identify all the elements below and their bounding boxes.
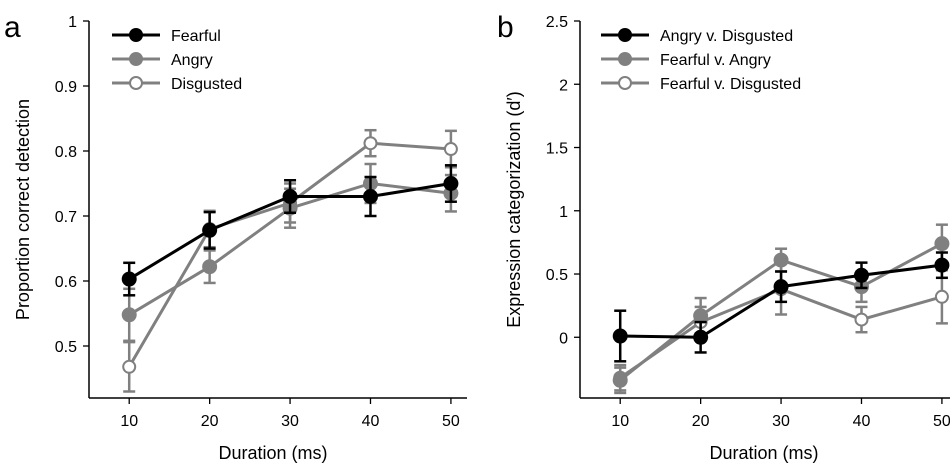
legend-marker [129, 52, 143, 66]
x-tick-label: 20 [201, 413, 219, 430]
y-tick-label: 1 [559, 204, 568, 221]
x-tick-label: 30 [281, 413, 299, 430]
legend-label: Angry v. Disgusted [660, 28, 793, 45]
legend-entry: Fearful [112, 28, 221, 45]
x-tick-label: 30 [772, 413, 790, 430]
legend-entry: Fearful v. Disgusted [601, 76, 801, 93]
legend-marker [129, 28, 143, 42]
data-point [934, 289, 949, 304]
data-point [773, 279, 789, 295]
data-point [202, 259, 218, 275]
x-tick-label: 20 [692, 413, 710, 430]
series-disgusted [122, 128, 458, 393]
data-point [934, 236, 950, 252]
y-axis-label: Proportion correct detection [13, 99, 33, 320]
y-tick-label: 2.5 [546, 14, 568, 31]
panel-letter: a [4, 11, 21, 44]
legend-marker [129, 76, 143, 90]
legend-marker [618, 76, 632, 90]
legend-label: Fearful v. Angry [660, 52, 771, 69]
data-point [282, 189, 298, 204]
data-point [362, 189, 378, 204]
data-point [693, 329, 709, 345]
x-tick-label: 50 [442, 413, 460, 430]
y-axis-label: Expression categorization (d′) [504, 91, 524, 328]
legend-entry: Disgusted [112, 76, 242, 93]
legend-label: Fearful v. Disgusted [660, 76, 801, 93]
legend-entry: Angry [112, 52, 213, 69]
x-tick-label: 10 [611, 413, 629, 430]
data-point [121, 271, 137, 287]
data-point [853, 267, 869, 283]
legend-label: Disgusted [171, 76, 242, 93]
legend-entry: Angry v. Disgusted [601, 28, 793, 45]
x-tick-label: 40 [853, 413, 871, 430]
y-tick-label: 0.5 [55, 339, 77, 356]
data-point [122, 359, 137, 374]
y-tick-label: 2 [559, 77, 568, 94]
data-point [854, 312, 869, 327]
legend-marker [618, 52, 632, 66]
series-fearful [121, 164, 459, 297]
x-tick-label: 10 [120, 413, 138, 430]
data-point [612, 328, 628, 344]
data-point [443, 142, 458, 157]
y-tick-label: 0.9 [55, 79, 77, 96]
y-tick-label: 1.5 [546, 141, 568, 158]
x-axis-label: Duration (ms) [709, 443, 818, 463]
panel-b: b 0 0.5 1 1.5 2 2.5 10 20 30 40 50 Duration (ms) Expr… [497, 11, 950, 463]
data-point [202, 222, 218, 238]
y-tick-label: 0.5 [546, 267, 568, 284]
y-tick-label: 0.6 [55, 274, 77, 291]
panel-a: a 0.5 0.6 0.7 0.8 0.9 1 10 20 30 40 50 Duration (ms)… [4, 11, 467, 463]
legend-label: Fearful [171, 28, 221, 45]
legend-marker [618, 28, 632, 42]
y-tick-label: 1 [68, 14, 77, 31]
legend-entry: Fearful v. Angry [601, 52, 771, 69]
y-tick-label: 0.8 [55, 144, 77, 161]
x-axis-label: Duration (ms) [218, 443, 327, 463]
y-tick-label: 0.7 [55, 209, 77, 226]
data-point [612, 372, 628, 388]
x-tick-label: 50 [933, 413, 950, 430]
data-point [443, 176, 459, 191]
data-point [121, 307, 137, 323]
panel-letter: b [497, 11, 514, 44]
series-line [127, 141, 452, 368]
data-point [934, 257, 950, 273]
series-angry-v-disgusted [612, 251, 950, 363]
data-point [693, 308, 709, 324]
x-tick-label: 40 [362, 413, 380, 430]
legend-label: Angry [171, 52, 213, 69]
data-point [363, 136, 378, 151]
y-tick-label: 0 [559, 330, 568, 347]
data-point [773, 252, 789, 268]
